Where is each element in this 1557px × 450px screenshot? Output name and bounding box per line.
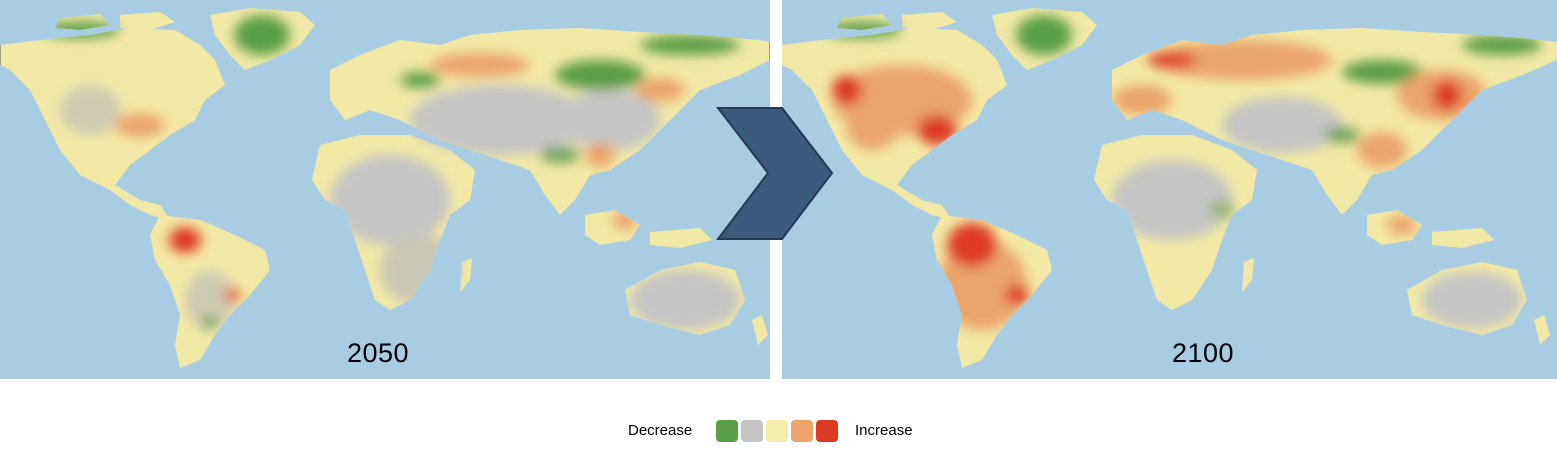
year-label-2100: 2100 — [1172, 338, 1235, 368]
legend-decrease-label: Decrease — [628, 422, 693, 439]
map-2100: 2100 — [782, 0, 1557, 379]
legend-swatch-5 — [816, 420, 838, 442]
legend-increase-label: Increase — [855, 422, 913, 439]
world-map-2100 — [782, 8, 1557, 368]
year-label-2050: 2050 — [347, 338, 410, 368]
legend-swatch-2 — [741, 420, 763, 442]
legend-swatch-3 — [766, 420, 788, 442]
world-map-2050 — [0, 8, 770, 368]
legend-swatch-4 — [791, 420, 813, 442]
legend-swatch-1 — [716, 420, 738, 442]
map-2050: 2050 — [0, 0, 770, 379]
chevron-right-icon — [715, 107, 834, 240]
